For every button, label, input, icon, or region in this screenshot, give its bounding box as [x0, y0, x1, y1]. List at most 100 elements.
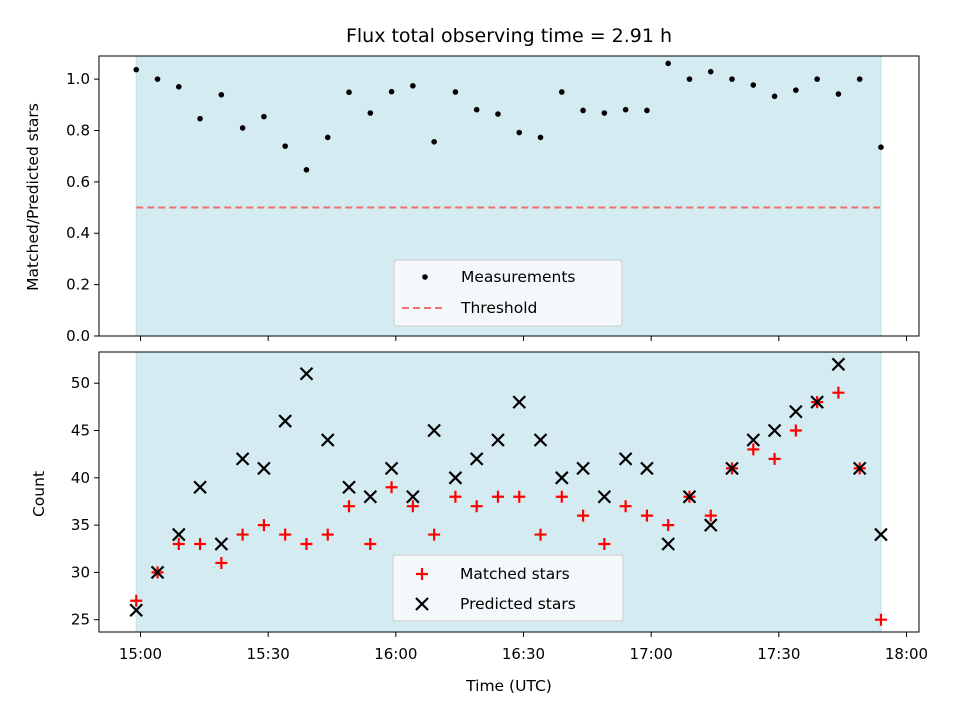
count-y-tick-label: 50: [71, 374, 90, 392]
predicted-star-point: [342, 480, 356, 495]
matched-star-point: [662, 519, 675, 532]
ratio-y-tick-label: 0.2: [66, 276, 90, 294]
predicted-star-point: [640, 461, 654, 476]
matched-star-point: [194, 538, 207, 551]
x-axis-label: Time (UTC): [465, 677, 552, 695]
predicted-star-point: [235, 452, 250, 466]
legend-label-matched: Matched stars: [460, 565, 570, 583]
measurement-point: [856, 76, 863, 82]
measurement-point: [431, 138, 437, 145]
matched-star-point: [577, 509, 590, 522]
measurement-point: [239, 125, 246, 131]
predicted-star-point: [789, 404, 803, 419]
matched-star-point: [236, 528, 249, 541]
count-y-tick-label: 25: [71, 611, 90, 629]
matched-star-point: [704, 509, 717, 522]
x-tick-label: 17:30: [757, 645, 800, 663]
matched-star-point: [300, 538, 313, 551]
count-legend: Matched stars Predicted stars: [392, 554, 624, 622]
measurement-point: [452, 89, 459, 95]
measurement-point: [154, 76, 161, 82]
measurement-point: [516, 129, 523, 136]
measurement-point: [750, 82, 757, 88]
matched-star-point: [321, 528, 334, 541]
measurement-point: [707, 68, 714, 75]
matched-star-point: [406, 500, 419, 513]
ratio-y-tick-label: 0.0: [66, 327, 90, 345]
ratio-legend: Measurements Threshold: [393, 259, 623, 327]
matched-star-point: [555, 490, 568, 503]
count-y-tick-label: 40: [71, 469, 90, 487]
predicted-star-point: [427, 423, 441, 438]
measurement-point: [878, 144, 884, 150]
predicted-star-point: [874, 527, 888, 542]
predicted-star-point: [852, 461, 867, 476]
bottom-y-axis-label: Count: [30, 471, 48, 517]
ratio-legend-box: [393, 259, 623, 327]
matched-star-point: [747, 443, 760, 456]
measurement-point: [324, 134, 331, 141]
matched-star-point: [640, 509, 653, 522]
measurement-point: [835, 91, 842, 97]
predicted-star-point: [257, 461, 271, 476]
ratio-y-tick-label: 1.0: [66, 70, 90, 88]
predicted-star-point: [150, 565, 165, 580]
count-plot-frame: [98, 351, 920, 633]
predicted-star-point: [129, 603, 144, 618]
ratio-plot-frame: [98, 55, 920, 337]
legend-marker-predicted: [415, 597, 429, 611]
predicted-star-point: [363, 489, 378, 504]
ratio-y-tick-label: 0.4: [66, 224, 90, 242]
measurement-point: [218, 91, 225, 98]
predicted-star-point: [172, 527, 186, 542]
predicted-star-point: [469, 452, 484, 466]
x-tick-label: 15:30: [247, 645, 290, 663]
predicted-star-point: [320, 433, 335, 447]
measurement-point: [622, 106, 629, 113]
predicted-star-point: [448, 471, 463, 485]
measurement-point: [601, 110, 608, 116]
count-y-tick-label: 35: [71, 516, 90, 534]
measurement-point: [473, 106, 480, 113]
predicted-star-point: [406, 489, 420, 504]
x-tick-label: 18:00: [885, 645, 928, 663]
matched-star-point: [385, 481, 398, 494]
predicted-star-point: [214, 537, 229, 551]
legend-marker-measurements: [422, 274, 428, 280]
matched-star-point: [534, 528, 547, 541]
legend-marker-matched: [416, 568, 428, 580]
matched-star-point: [832, 386, 845, 399]
measurement-point: [644, 107, 650, 114]
predicted-star-point: [299, 366, 314, 381]
ratio-y-tick-label: 0.6: [66, 173, 90, 191]
predicted-star-point: [278, 414, 292, 428]
matched-star-point: [874, 613, 887, 626]
measurement-point: [665, 60, 671, 67]
measurement-point: [729, 76, 735, 82]
matched-star-point: [428, 528, 441, 541]
measurement-point: [793, 87, 799, 93]
predicted-star-point: [512, 395, 527, 409]
matched-star-point: [470, 500, 483, 513]
matched-star-point: [768, 452, 781, 465]
predicted-star-point: [831, 357, 846, 372]
count-legend-box: [392, 554, 624, 622]
predicted-star-point: [661, 537, 675, 551]
predicted-star-point: [682, 489, 697, 504]
predicted-star-point: [193, 480, 207, 495]
matched-star-point: [491, 490, 504, 503]
measurement-point: [176, 84, 182, 90]
measurement-point: [771, 93, 778, 100]
predicted-star-point: [767, 423, 782, 438]
measurement-point: [261, 113, 267, 120]
measurement-point: [197, 115, 203, 122]
count-y-tick-label: 45: [71, 422, 90, 440]
measurement-point: [495, 111, 501, 117]
measurement-point: [559, 89, 565, 95]
measurement-point: [133, 66, 140, 73]
matched-star-point: [619, 500, 632, 513]
x-tick-label: 16:30: [502, 645, 545, 663]
predicted-star-point: [491, 433, 505, 447]
predicted-star-point: [555, 471, 569, 485]
predicted-star-point: [810, 395, 824, 409]
